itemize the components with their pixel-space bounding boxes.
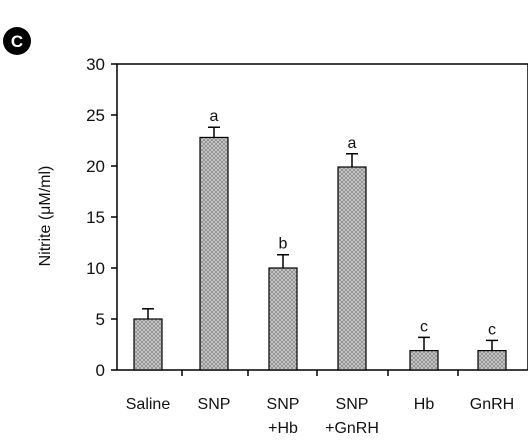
- significance-label: a: [348, 135, 357, 152]
- bar-hb: [409, 350, 439, 371]
- x-category-label: +GnRH: [325, 420, 379, 437]
- significance-label: b: [279, 236, 288, 253]
- plot-frame: [116, 63, 528, 371]
- bar-snp-hb: [268, 267, 298, 371]
- y-axis-ticks: 0 5 10 15 20 25 30: [86, 55, 117, 380]
- bars: [133, 136, 507, 371]
- panel-letter-badge: [3, 27, 31, 55]
- bar-snp-gnrh: [337, 166, 367, 371]
- x-category-label: +Hb: [268, 420, 298, 437]
- y-tick-label: 10: [86, 259, 105, 278]
- x-category-label: GnRH: [470, 396, 514, 413]
- bar-gnrh: [477, 350, 507, 371]
- y-tick-label: 30: [86, 55, 105, 74]
- y-tick-label: 0: [96, 361, 105, 380]
- x-category-label: SNP: [198, 396, 231, 413]
- y-axis-title: Nitrite (μM/ml): [37, 166, 54, 267]
- significance-labels: a b a c c: [210, 108, 496, 338]
- y-tick-label: 5: [96, 310, 105, 329]
- significance-label: c: [488, 321, 496, 338]
- x-category-label: Saline: [126, 396, 171, 413]
- y-tick-label: 20: [86, 157, 105, 176]
- y-tick-label: 15: [86, 208, 105, 227]
- x-category-label: Hb: [414, 396, 435, 413]
- error-bars: [142, 126, 498, 351]
- panel-letter: C: [11, 32, 23, 51]
- bar-snp: [199, 136, 229, 371]
- x-category-label: SNP: [267, 396, 300, 413]
- y-tick-label: 25: [86, 106, 105, 125]
- bar-saline: [133, 318, 163, 371]
- significance-label: a: [210, 108, 219, 125]
- significance-label: c: [420, 318, 428, 335]
- x-axis-ticks: [181, 370, 459, 376]
- category-labels: Saline SNP SNP +Hb SNP +GnRH Hb GnRH: [126, 396, 514, 437]
- x-category-label: SNP: [336, 396, 369, 413]
